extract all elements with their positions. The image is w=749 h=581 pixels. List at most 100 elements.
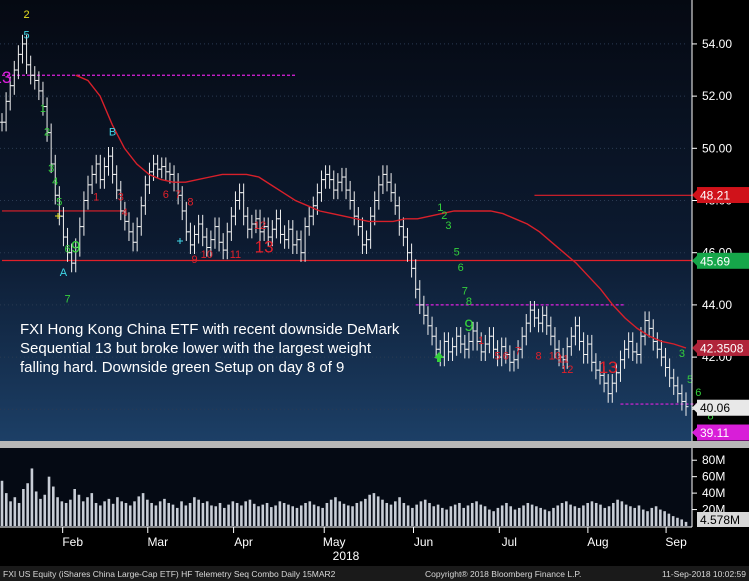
volume-bar xyxy=(530,504,534,526)
volume-bar xyxy=(402,502,406,526)
volume-bar xyxy=(389,504,393,526)
footer-bar xyxy=(0,566,749,581)
volume-bar xyxy=(158,501,162,526)
volume-bar xyxy=(248,499,252,526)
volume-bar xyxy=(479,504,483,526)
volume-bar xyxy=(543,509,547,526)
price-tag-label: 48.21 xyxy=(700,189,730,203)
count-label: 6 xyxy=(163,189,169,201)
volume-bar xyxy=(312,504,316,526)
volume-bar xyxy=(9,501,12,526)
count-label: 5 xyxy=(454,246,460,258)
volume-bar xyxy=(394,501,397,526)
volume-bar xyxy=(205,501,209,526)
volume-bar xyxy=(69,499,72,526)
count-label: 6 xyxy=(503,351,509,363)
price-tag xyxy=(697,424,749,441)
time-tick-label: Jul xyxy=(502,535,517,549)
volume-bar xyxy=(299,505,303,526)
volume-bar xyxy=(334,497,337,526)
volume-bar xyxy=(47,476,51,526)
price-tick-label: 54.00 xyxy=(702,37,732,51)
volume-bar xyxy=(419,501,423,526)
volume-bar xyxy=(308,501,312,526)
time-tick-label: Feb xyxy=(62,535,83,549)
volume-bar xyxy=(500,505,504,526)
volume-bar xyxy=(346,505,350,526)
volume-bar xyxy=(535,506,538,526)
volume-bar xyxy=(124,502,128,526)
count-label: 1 xyxy=(437,202,443,214)
count-label: 1 xyxy=(40,103,46,115)
count-label: 8 xyxy=(187,197,193,209)
volume-bar xyxy=(257,506,260,526)
volume-bar xyxy=(317,506,320,526)
volume-bar xyxy=(513,509,517,526)
count-label: 3 xyxy=(679,348,685,360)
count-label: 13 xyxy=(255,238,274,257)
volume-bar xyxy=(458,502,461,526)
volume-bar xyxy=(180,501,183,526)
volume-bar xyxy=(659,509,662,526)
count-label: 12 xyxy=(254,220,266,232)
volume-bar xyxy=(52,486,55,526)
volume-bar xyxy=(475,501,478,526)
annotation-line-3: falling hard. Downside green Setup on da… xyxy=(20,359,344,376)
volume-bar xyxy=(411,507,414,526)
price-tag xyxy=(697,187,749,204)
volume-bar xyxy=(295,507,299,526)
volume-bar xyxy=(573,506,577,526)
price-tick-label: 44.00 xyxy=(702,298,732,312)
volume-tick-label: 80M xyxy=(702,453,725,467)
footer-timestamp: 11-Sep-2018 10:02:59 xyxy=(662,569,746,579)
count-label: 3 xyxy=(445,220,451,232)
volume-bar xyxy=(667,513,671,526)
price-tag-label: 40.06 xyxy=(700,401,730,415)
volume-bar xyxy=(654,506,658,526)
price-tag-pointer xyxy=(692,402,697,413)
volume-tick-label: 60M xyxy=(702,470,725,484)
price-tick-label: 50.00 xyxy=(702,141,732,155)
volume-bar xyxy=(128,505,132,526)
volume-bar xyxy=(81,501,85,526)
price-tag-pointer xyxy=(692,427,697,438)
count-label: 7 xyxy=(175,189,181,201)
count-label: 9 xyxy=(464,316,473,335)
volume-bar xyxy=(586,502,589,526)
time-tick-label: Apr xyxy=(234,535,253,549)
volume-bar xyxy=(671,516,675,526)
volume-bar xyxy=(637,505,641,526)
volume-bar xyxy=(235,502,239,526)
count-label: B xyxy=(109,126,116,138)
time-axis: Feb Mar Apr May Jun Jul Aug Sep xyxy=(0,526,692,549)
volume-bar xyxy=(406,505,410,526)
volume-bar xyxy=(86,497,89,526)
volume-bar xyxy=(30,468,34,526)
volume-bar xyxy=(509,506,513,526)
annotation-line-1: FXI Hong Kong China ETF with recent down… xyxy=(20,321,400,338)
volume-bar xyxy=(594,502,598,526)
volume-bar xyxy=(607,506,611,526)
count-label: 1 xyxy=(93,192,99,204)
volume-bar xyxy=(244,501,247,526)
volume-bar xyxy=(612,502,615,526)
volume-bar xyxy=(99,505,102,526)
volume-bar xyxy=(103,501,106,526)
volume-bar xyxy=(428,502,431,526)
count-label: 5 xyxy=(56,197,62,209)
time-tick-label: Aug xyxy=(587,535,608,549)
count-label: 2 xyxy=(44,126,50,138)
price-tick-label: 52.00 xyxy=(702,89,732,103)
volume-tag-label: 4.578M xyxy=(700,513,740,527)
volume-bar xyxy=(462,507,465,526)
count-label: 3 xyxy=(118,192,124,204)
volume-bar xyxy=(163,498,166,526)
count-label: 3 xyxy=(48,163,54,175)
volume-bar xyxy=(184,505,188,526)
volume-bar xyxy=(154,505,158,526)
volume-bar xyxy=(111,503,115,526)
count-label: A xyxy=(60,267,68,279)
count-label: 8 xyxy=(708,411,714,423)
volume-bar xyxy=(505,502,508,526)
